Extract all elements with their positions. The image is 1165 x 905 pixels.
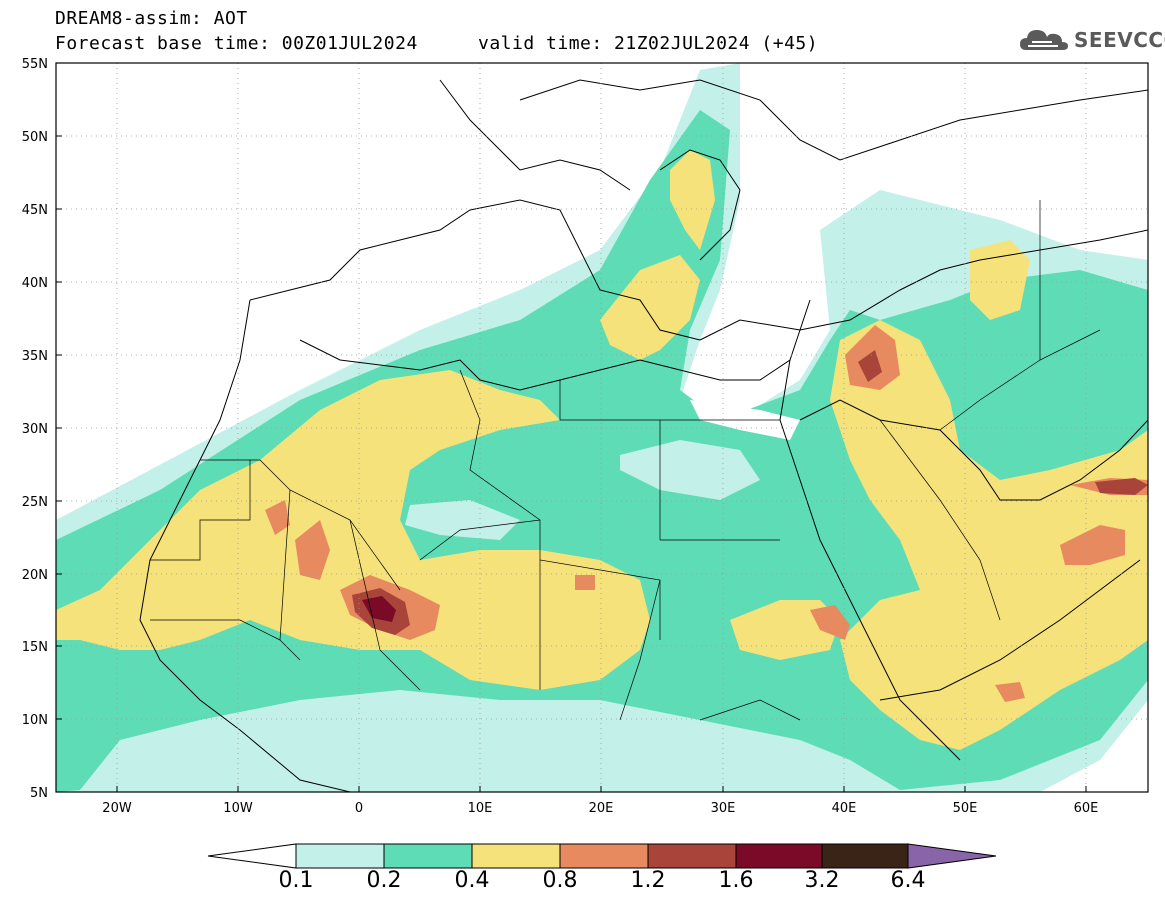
lon-labels: 20W 10W 0 10E 20E 30E 40E 50E 60E	[102, 801, 1098, 816]
colorbar-segment	[383, 843, 473, 869]
lat-label: 15N	[22, 640, 48, 655]
lon-label: 20W	[102, 801, 132, 816]
dust-field	[56, 63, 1148, 792]
lon-label: 40E	[832, 801, 857, 816]
grid	[56, 63, 1148, 792]
lat-label: 45N	[22, 203, 48, 218]
lat-label: 55N	[22, 57, 48, 72]
colorbar-segment	[821, 843, 909, 869]
colorbar-segment	[295, 843, 385, 869]
lat-label: 10N	[22, 713, 48, 728]
colorbar-segment	[559, 843, 649, 869]
lon-label: 10W	[223, 801, 253, 816]
lon-label: 10E	[468, 801, 493, 816]
lat-label: 35N	[22, 349, 48, 364]
colorbar-segment	[647, 843, 737, 869]
title-line2: Forecast base time: 00Z01JUL2024	[55, 33, 418, 54]
aot-level-1.6	[362, 596, 396, 622]
colorbar-high-arrow	[907, 843, 997, 869]
lon-label: 0	[355, 801, 363, 816]
lat-labels: 55N 50N 45N 40N 35N 30N 25N 20N 15N 10N …	[22, 57, 48, 801]
lat-label: 40N	[22, 276, 48, 291]
lat-label: 20N	[22, 568, 48, 583]
lon-label: 20E	[589, 801, 614, 816]
colorbar-segment	[735, 843, 823, 869]
colorbar-label: 1.6	[718, 868, 754, 893]
lon-label: 50E	[953, 801, 978, 816]
colorbar-label: 0.2	[366, 868, 402, 893]
logo-text: SEEVCCC	[1074, 28, 1165, 52]
colorbar-label: 0.4	[454, 868, 490, 893]
colorbar-label: 3.2	[804, 868, 840, 893]
lat-label: 5N	[30, 786, 48, 801]
lat-label: 25N	[22, 495, 48, 510]
colorbar-low-arrow	[207, 843, 297, 869]
lat-label: 50N	[22, 130, 48, 145]
cloud-icon	[1020, 30, 1068, 50]
colorbar	[207, 843, 997, 869]
colorbar-segment	[471, 843, 561, 869]
country-borders	[150, 200, 1101, 721]
lon-label: 60E	[1074, 801, 1099, 816]
colorbar-label: 0.8	[542, 868, 578, 893]
lon-label: 30E	[711, 801, 736, 816]
lat-label: 30N	[22, 422, 48, 437]
colorbar-label: 6.4	[890, 868, 926, 893]
valid-time: valid time: 21Z02JUL2024 (+45)	[478, 33, 819, 54]
coastlines	[139, 79, 1148, 792]
colorbar-label: 1.2	[630, 868, 666, 893]
aot-level-0.4	[56, 370, 650, 690]
title-line1: DREAM8-assim: AOT	[55, 8, 248, 29]
seevccc-logo: SEEVCCC	[1018, 24, 1165, 56]
colorbar-label: 0.1	[278, 868, 314, 893]
